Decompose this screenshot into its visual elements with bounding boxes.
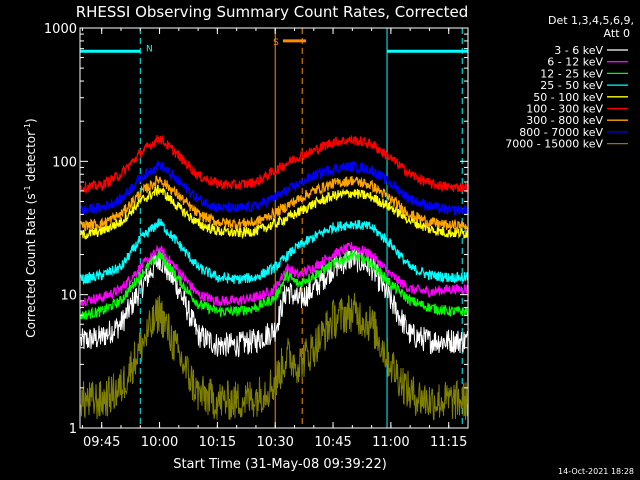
y-tick-label-3: 1000 <box>44 22 77 37</box>
night-label: N <box>146 45 153 55</box>
x-tick-label-1: 10:00 <box>141 435 178 450</box>
series-line-1 <box>80 242 468 308</box>
plot-frame <box>79 27 469 429</box>
timestamp: 14-Oct-2021 18:28 <box>558 467 634 476</box>
x-tick-label-0: 09:45 <box>83 435 120 450</box>
y-tick-label-2: 100 <box>52 155 77 170</box>
x-tick-label-5: 11:00 <box>372 435 409 450</box>
y-axis-label: Corrected Count Rate (s-1 detector-1) <box>23 118 38 337</box>
legend-label-0: 3 - 6 keV <box>554 44 603 57</box>
x-tick-label-2: 10:15 <box>199 435 236 450</box>
series-line-2 <box>80 248 468 320</box>
legend-label-3: 25 - 50 keV <box>540 79 603 92</box>
y-axis-label-end: ) <box>24 118 38 123</box>
plot-clip-group <box>80 28 468 428</box>
chart-title: RHESSI Observing Summary Count Rates, Co… <box>76 3 469 21</box>
y-axis-label-sup2: -1 <box>23 123 32 131</box>
series-line-3 <box>80 218 468 285</box>
saa-label: S <box>273 38 279 48</box>
y-tick-label-0: 1 <box>69 422 77 437</box>
legend-label-8: 7000 - 15000 keV <box>505 138 603 151</box>
x-tick-label-6: 11:15 <box>430 435 467 450</box>
series-line-5 <box>80 134 468 194</box>
legend-label-1: 6 - 12 keV <box>547 56 603 69</box>
y-tick-label-1: 10 <box>60 289 77 304</box>
y-axis-label-mid: detector <box>24 131 38 186</box>
series-line-0 <box>80 247 468 358</box>
series-line-7 <box>80 160 468 216</box>
legend-header-line2: Att 0 <box>604 27 630 40</box>
legend-label-5: 100 - 300 keV <box>526 103 603 116</box>
series-line-8 <box>80 292 468 421</box>
y-axis-label-sup1: -1 <box>23 185 32 193</box>
y-axis-label-main: Corrected Count Rate (s <box>24 193 38 337</box>
x-tick-label-3: 10:30 <box>256 435 293 450</box>
x-tick-label-4: 10:45 <box>314 435 351 450</box>
legend-label-2: 12 - 25 keV <box>540 67 603 80</box>
legend-label-4: 50 - 100 keV <box>533 91 603 104</box>
legend-label-6: 300 - 800 keV <box>526 114 603 127</box>
legend-label-7: 800 - 7000 keV <box>519 126 603 139</box>
legend-header-line1: Det 1,3,4,5,6,9, <box>548 14 634 27</box>
x-axis-label: Start Time (31-May-08 09:39:22) <box>173 457 387 472</box>
series-line-6 <box>80 175 468 233</box>
